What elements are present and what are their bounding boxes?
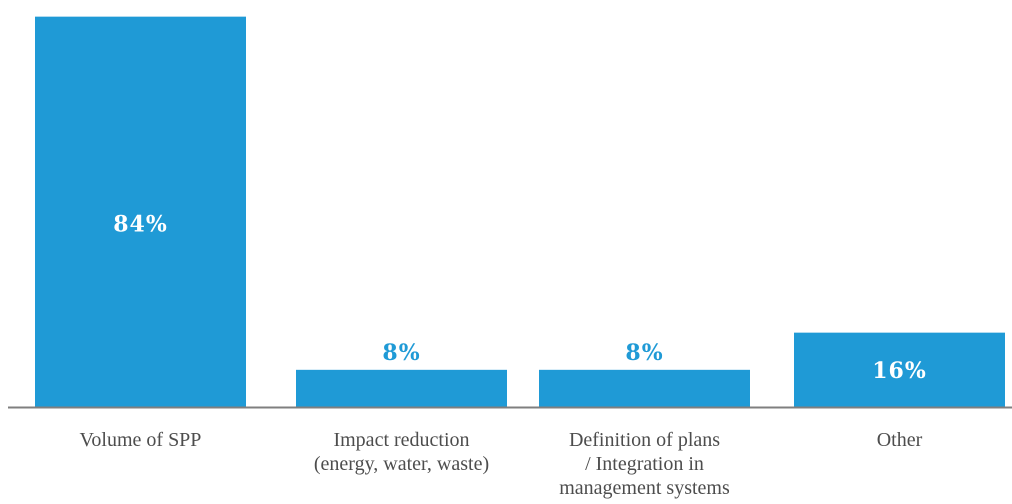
category-label-line: management systems: [559, 477, 730, 499]
value-label-4: 16%: [872, 358, 927, 384]
category-label-4: Other: [877, 429, 923, 451]
bar-3: [539, 369, 750, 407]
bar-4: [794, 332, 1005, 407]
value-label-3: 8%: [625, 340, 663, 366]
category-label-1: Volume of SPP: [80, 429, 202, 451]
value-label-2: 8%: [382, 340, 420, 366]
category-label-line: Impact reduction: [333, 429, 469, 451]
value-labels-group: 84% 8% 8% 16%: [113, 212, 927, 384]
category-label-line: Other: [877, 429, 923, 451]
category-label-line: / Integration in: [585, 453, 704, 475]
value-label-1: 84%: [113, 212, 168, 238]
category-label-2: Impact reduction (energy, water, waste): [314, 429, 489, 475]
category-label-line: (energy, water, waste): [314, 453, 489, 475]
bar-2: [296, 369, 507, 407]
bar-1: [35, 16, 246, 407]
bars-group: [35, 16, 1005, 407]
category-labels-group: Volume of SPP Impact reduction (energy, wa…: [80, 429, 923, 499]
category-label-line: Volume of SPP: [80, 429, 202, 451]
category-label-3: Definition of plans / Integration in manag…: [559, 429, 730, 499]
category-label-line: Definition of plans: [569, 429, 720, 451]
